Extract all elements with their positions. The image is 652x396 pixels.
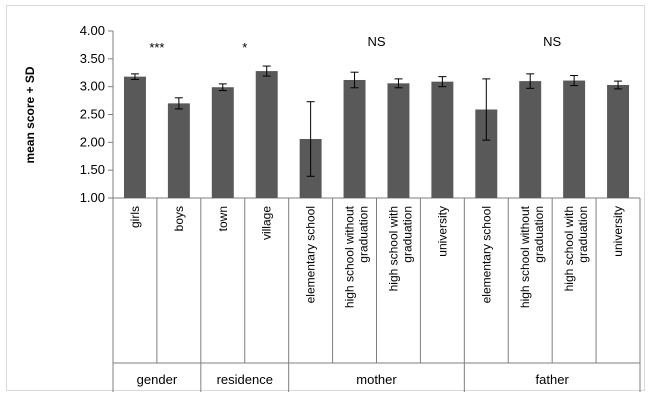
category-label-line: graduation [576,206,590,263]
y-tick-label: 1.50 [80,162,105,177]
bar [255,71,278,198]
axes: 1.00 1.50 2.00 2.50 3.00 3.50 4.00 [80,23,641,392]
category-label: village [260,206,274,240]
y-tick-label: 4.00 [80,23,105,38]
category-label: elementary school [479,206,493,303]
category-label: elementary school [304,206,318,303]
y-axis-title: mean score + SD [23,66,37,163]
category-label-line: university [611,206,625,257]
category-label-line: high school without [343,205,357,308]
category-label: high school withoutgraduation [343,205,371,308]
category-label-line: university [435,206,449,257]
category-label: town [216,206,230,231]
category-label: university [611,206,625,257]
bar [431,81,454,198]
group-label: residence [217,372,273,387]
y-tick-label: 3.50 [80,51,105,66]
y-tick-label: 2.00 [80,134,105,149]
category-label-line: high school with [562,206,576,291]
category-label-line: graduation [357,206,371,263]
category-label: girls [128,206,142,228]
bar [519,81,542,198]
category-label: high school withgraduation [386,206,414,291]
significance-marker: NS [367,34,385,49]
category-label: high school withgraduation [562,206,590,291]
bar [563,80,586,198]
bars [123,65,630,198]
category-label-line: boys [172,206,186,231]
category-labels: girls boys *** gender town village * residence e… [128,34,625,387]
category-label-line: graduation [400,206,414,263]
y-tick-label: 2.50 [80,107,105,122]
y-tick-label: 3.00 [80,79,105,94]
significance-marker: * [242,40,247,55]
significance-marker: *** [149,40,164,55]
y-tick-label: 1.00 [80,190,105,205]
bar [607,84,630,198]
category-label-line: town [216,206,230,231]
group-label: gender [137,372,178,387]
group-label: father [536,372,570,387]
significance-marker: NS [543,34,561,49]
bar [475,109,498,198]
category-label-line: graduation [532,206,546,263]
category-label: university [435,206,449,257]
category-label: high school withoutgraduation [518,205,546,308]
bar [167,103,190,198]
bar [211,87,234,198]
bar [343,79,366,198]
bar [387,83,410,198]
category-label-line: high school without [518,205,532,308]
y-axis-label: mean score + SD [23,66,37,163]
category-label-line: elementary school [479,206,493,303]
category-label-line: elementary school [304,206,318,303]
bar [123,76,146,198]
category-label-line: high school with [386,206,400,291]
group-label: mother [356,372,397,387]
category-label: boys [172,206,186,231]
category-label-line: village [260,206,274,240]
category-label-line: girls [128,206,142,228]
